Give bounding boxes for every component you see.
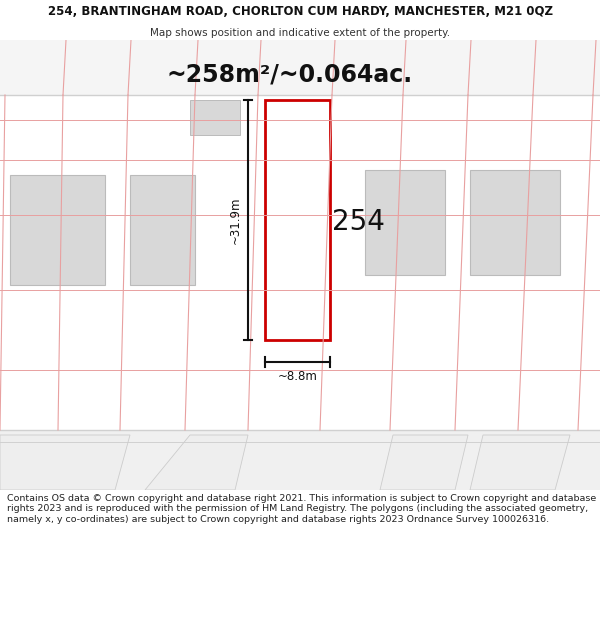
Text: 254: 254 [332,208,385,236]
Polygon shape [380,435,468,490]
Bar [0,40,600,95]
Text: Map shows position and indicative extent of the property.: Map shows position and indicative extent… [150,28,450,38]
Polygon shape [265,100,330,340]
Text: ~258m²/~0.064ac.: ~258m²/~0.064ac. [167,63,413,87]
Text: ~31.9m: ~31.9m [229,196,242,244]
Bar [365,170,445,275]
Bar [130,175,195,285]
Polygon shape [470,435,570,490]
Text: 254, BRANTINGHAM ROAD, CHORLTON CUM HARDY, MANCHESTER, M21 0QZ: 254, BRANTINGHAM ROAD, CHORLTON CUM HARD… [47,5,553,18]
Bar [0,430,600,490]
Bar [10,175,105,285]
Polygon shape [145,435,248,490]
Bar [190,100,240,135]
Text: ~8.8m: ~8.8m [278,370,317,383]
Text: Contains OS data © Crown copyright and database right 2021. This information is : Contains OS data © Crown copyright and d… [7,494,596,524]
Bar [470,170,560,275]
Polygon shape [0,435,130,490]
